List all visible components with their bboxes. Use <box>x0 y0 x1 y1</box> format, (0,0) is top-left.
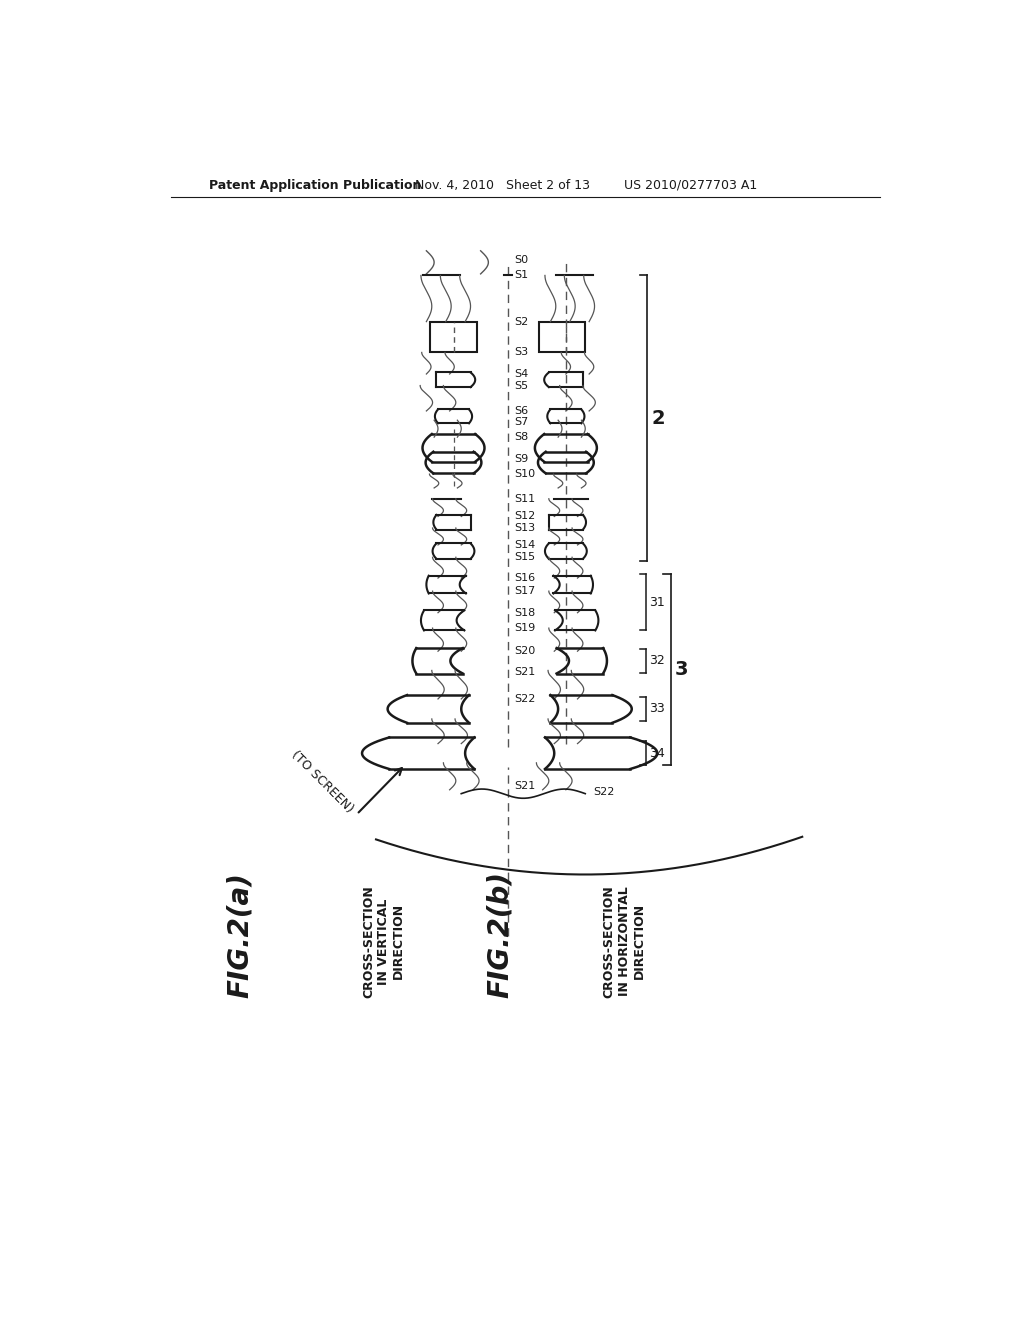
Text: S1: S1 <box>514 271 528 280</box>
Text: S2: S2 <box>514 317 528 326</box>
Text: S18: S18 <box>514 607 536 618</box>
Text: S3: S3 <box>514 347 528 358</box>
Bar <box>539 322 586 352</box>
Text: S7: S7 <box>514 417 528 426</box>
Text: S12: S12 <box>514 511 536 521</box>
Text: S22: S22 <box>593 787 614 797</box>
Text: (TO SCREEN): (TO SCREEN) <box>288 748 355 816</box>
Text: Patent Application Publication: Patent Application Publication <box>209 178 422 191</box>
Text: S13: S13 <box>514 523 536 533</box>
Text: S22: S22 <box>514 694 536 704</box>
Text: CROSS-SECTION
IN HORIZONTAL
DIRECTION: CROSS-SECTION IN HORIZONTAL DIRECTION <box>602 884 645 998</box>
Text: S8: S8 <box>514 432 528 442</box>
Text: S19: S19 <box>514 623 536 634</box>
Text: 33: 33 <box>649 702 666 715</box>
Text: S16: S16 <box>514 573 536 583</box>
Text: 31: 31 <box>649 595 666 609</box>
Text: FIG.2(a): FIG.2(a) <box>226 871 254 998</box>
Text: CROSS-SECTION
IN VERTICAL
DIRECTION: CROSS-SECTION IN VERTICAL DIRECTION <box>362 884 406 998</box>
Text: S5: S5 <box>514 380 528 391</box>
Text: 2: 2 <box>651 409 665 428</box>
Text: US 2010/0277703 A1: US 2010/0277703 A1 <box>624 178 758 191</box>
Text: 32: 32 <box>649 655 666 668</box>
Text: S20: S20 <box>514 647 536 656</box>
Text: 3: 3 <box>675 660 688 680</box>
Text: S14: S14 <box>514 540 536 550</box>
Text: S21: S21 <box>514 781 536 791</box>
Text: S21: S21 <box>514 667 536 677</box>
Text: S17: S17 <box>514 586 536 597</box>
Text: FIG.2(b): FIG.2(b) <box>486 871 514 998</box>
Text: S9: S9 <box>514 454 528 463</box>
Text: S6: S6 <box>514 407 528 416</box>
Text: S0: S0 <box>514 255 528 265</box>
Bar <box>430 322 477 352</box>
Text: S10: S10 <box>514 469 536 479</box>
Text: 34: 34 <box>649 747 666 760</box>
Text: Nov. 4, 2010   Sheet 2 of 13: Nov. 4, 2010 Sheet 2 of 13 <box>415 178 590 191</box>
Text: S15: S15 <box>514 552 536 562</box>
Text: S4: S4 <box>514 370 528 379</box>
Text: S11: S11 <box>514 494 536 504</box>
